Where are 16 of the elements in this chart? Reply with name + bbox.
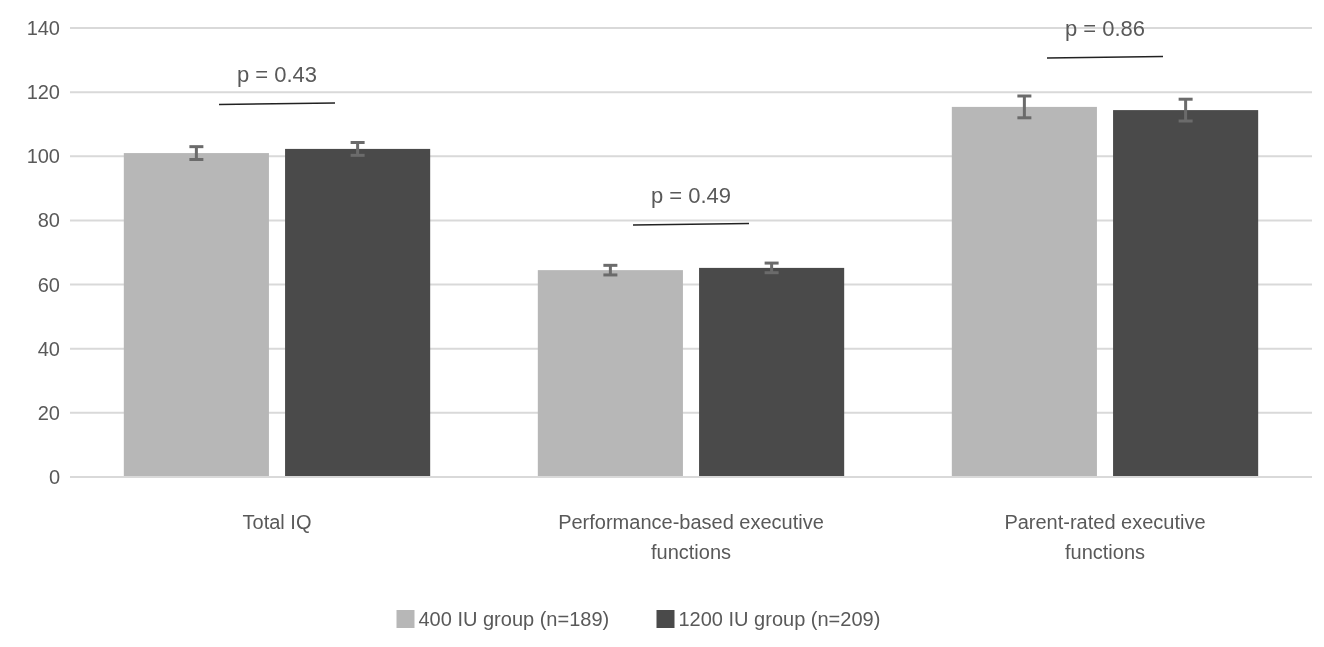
y-tick-label: 120: [26, 81, 60, 104]
y-tick-label: 40: [37, 337, 60, 360]
y-tick-label: 140: [26, 17, 60, 39]
legend-label: 400 IU group (n=189): [418, 608, 610, 630]
annotation: p = 0.43: [236, 62, 318, 88]
legend-label: 1200 IU group (n=209): [678, 608, 881, 630]
annotation: p = 0.86: [1064, 15, 1146, 41]
y-tick-label: 0: [48, 466, 60, 488]
x-tick-label: Performance-based executive functions: [558, 511, 824, 563]
y-tick-label: 100: [26, 145, 60, 168]
x-tick-label: Parent-rated executive functions: [1004, 511, 1206, 563]
y-tick-label: 60: [37, 273, 60, 296]
y-tick-label: 20: [37, 401, 60, 424]
y-tick-label: 80: [37, 209, 60, 232]
x-tick-label: Total IQ: [242, 511, 312, 533]
annotation: p = 0.49: [650, 183, 732, 209]
